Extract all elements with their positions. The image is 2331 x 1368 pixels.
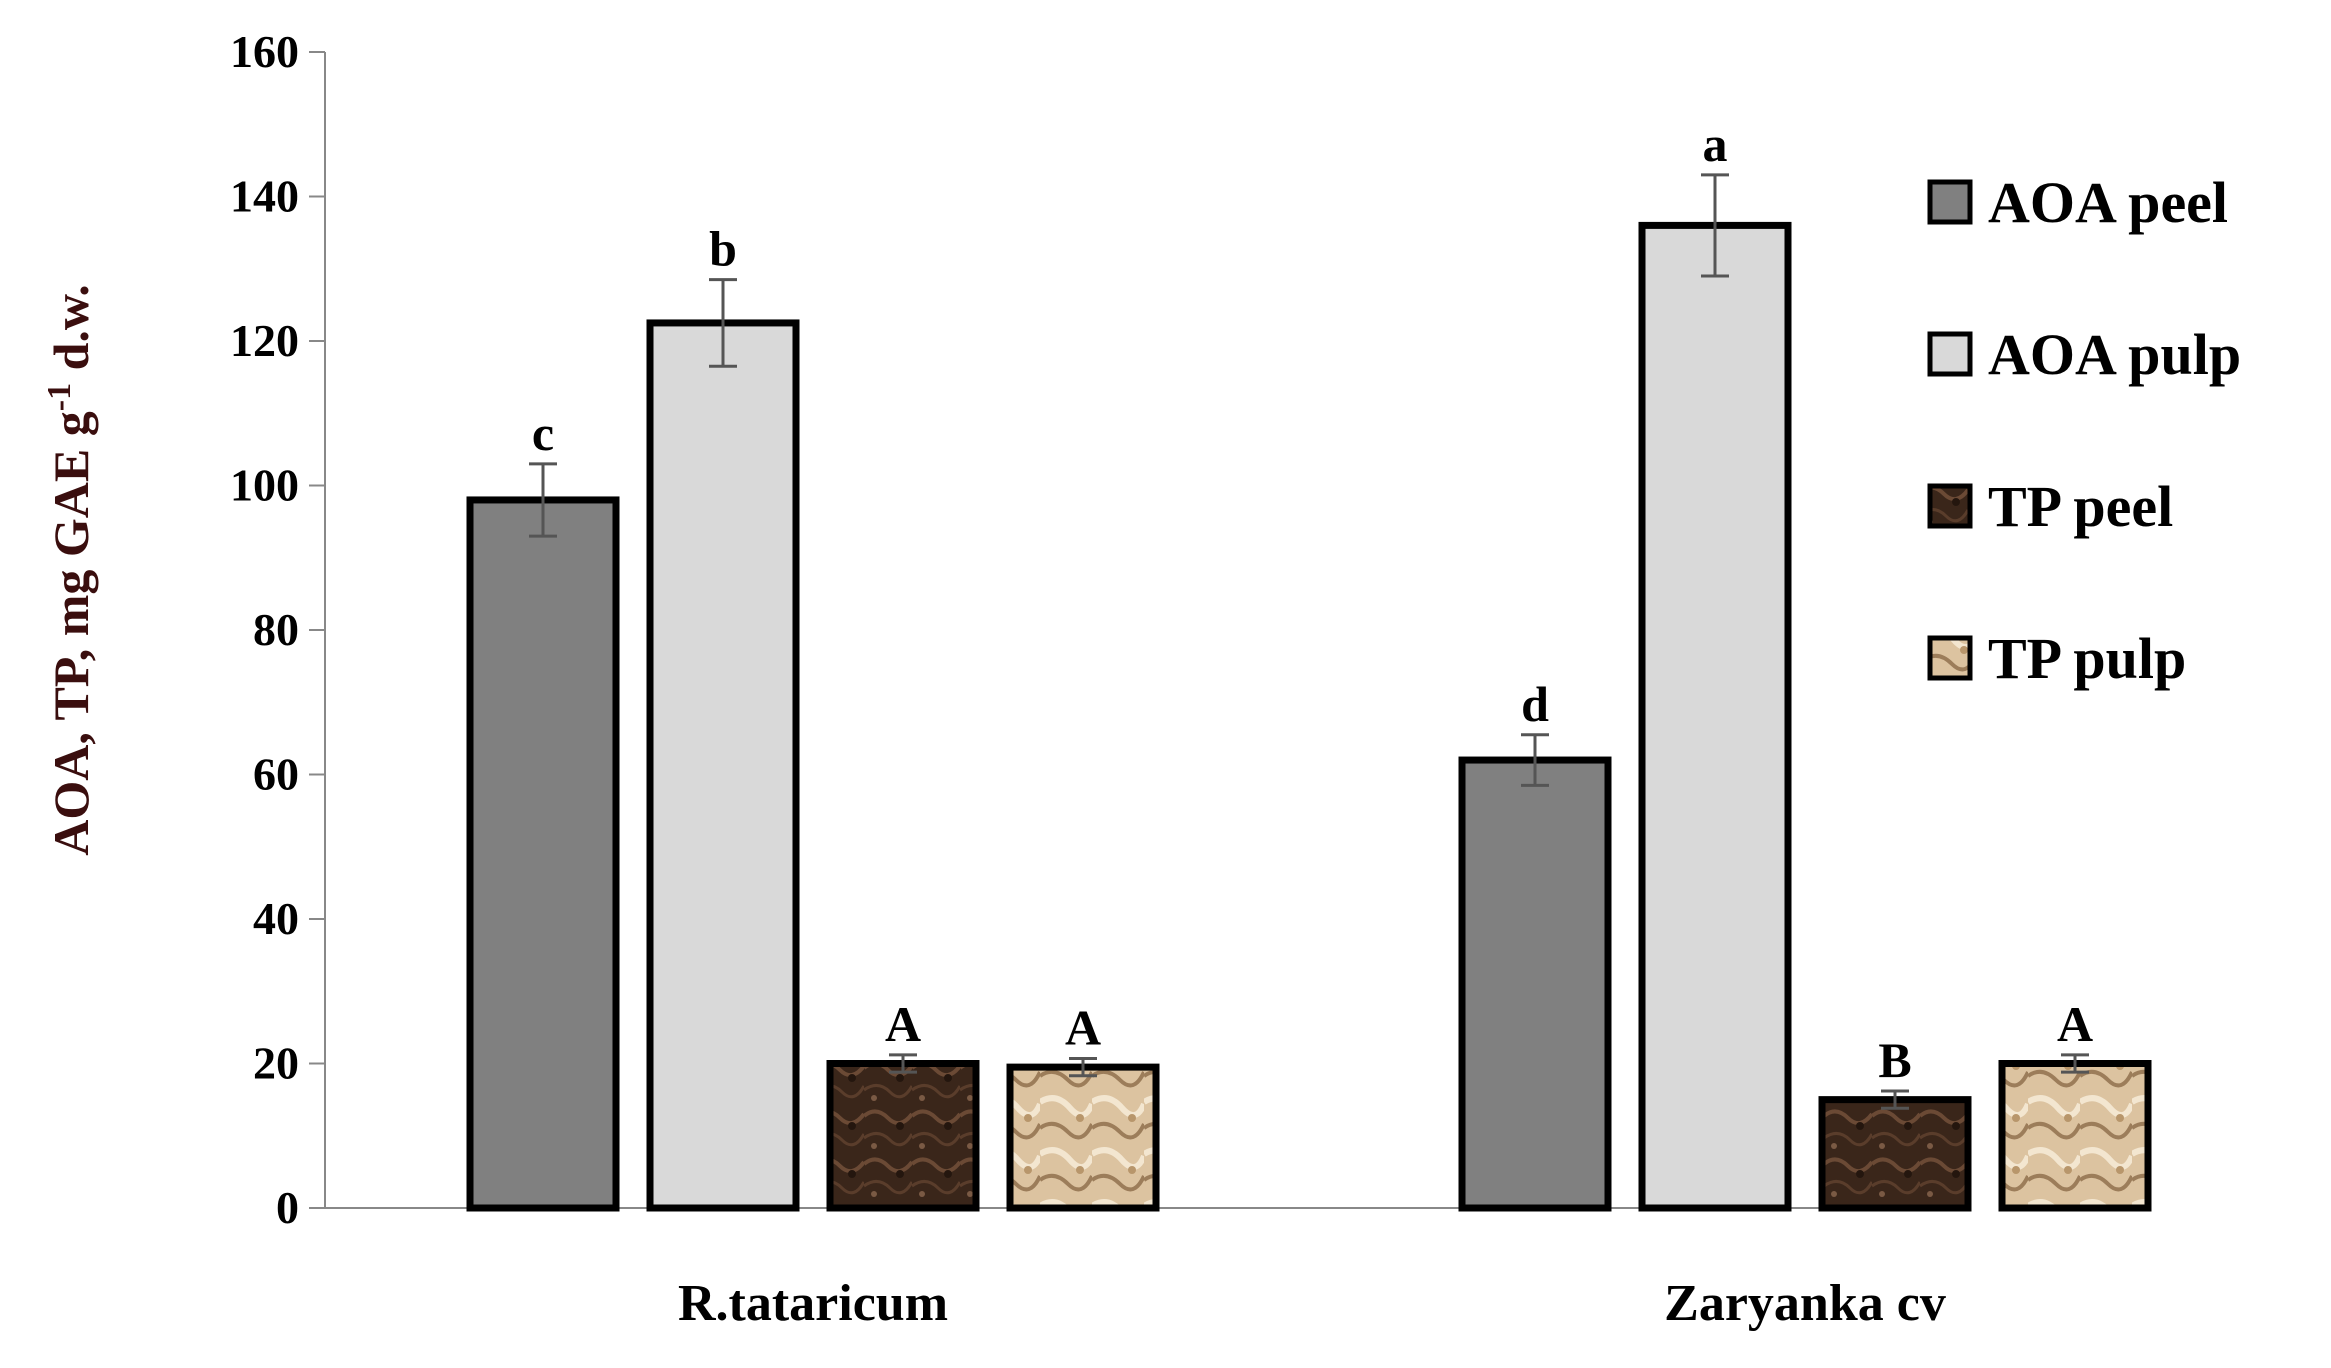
error-bars: [529, 173, 2089, 1110]
y-axis-title-main: AOA, TP, mg GAE g: [43, 411, 99, 856]
y-tick-label: 80: [253, 604, 299, 655]
legend-swatch: [1927, 179, 1973, 225]
bar: [1818, 1096, 1972, 1212]
y-tick-label: 100: [230, 460, 299, 511]
bar: [826, 1060, 980, 1212]
y-tick-label: 0: [276, 1182, 299, 1233]
legend-swatch: [1927, 331, 1973, 377]
category-label: R.tataricum: [678, 1275, 948, 1332]
legend-label: TP pulp: [1988, 626, 2186, 691]
significance-letter: d: [1521, 676, 1549, 732]
legend: AOA peel AOA pulp TP peel TP pulp: [1927, 170, 2241, 691]
axes: 0 20 40 60 80 100 120 140 160: [230, 26, 1880, 1233]
y-tick-label: 20: [253, 1038, 299, 1089]
y-axis-title-superscript: -1: [41, 383, 78, 411]
significance-letter: c: [532, 405, 554, 461]
legend-label: AOA peel: [1988, 170, 2228, 235]
bar: [1638, 221, 1792, 1212]
bar: [1006, 1063, 1160, 1212]
legend-label: AOA pulp: [1988, 322, 2241, 387]
legend-swatch: [1927, 483, 1973, 529]
category-labels: R.tataricum Zaryanka cv: [678, 1275, 1946, 1332]
y-axis-title: AOA, TP, mg GAE g-1 d.w.: [41, 284, 99, 856]
bar: [646, 319, 800, 1212]
bar: [1458, 756, 1612, 1212]
y-tick-label: 120: [230, 315, 299, 366]
legend-swatch: [1927, 635, 1973, 681]
category-label: Zaryanka cv: [1664, 1275, 1946, 1332]
y-tick-label: 60: [253, 749, 299, 800]
y-axis-title-group: AOA, TP, mg GAE g-1 d.w.: [41, 284, 99, 856]
significance-letter: a: [1703, 116, 1728, 172]
significance-letter: b: [709, 221, 737, 277]
y-tick-label: 140: [230, 171, 299, 222]
significance-letter: B: [1878, 1032, 1911, 1088]
legend-label: TP peel: [1988, 474, 2173, 539]
y-axis-title-suffix: d.w.: [43, 284, 99, 383]
significance-letter: A: [1065, 999, 1101, 1055]
y-tick-label: 160: [230, 26, 299, 77]
bars: [466, 221, 2152, 1212]
significance-letter: A: [2057, 996, 2093, 1052]
bar: [1998, 1060, 2152, 1212]
bar: [466, 496, 620, 1212]
y-tick-label: 40: [253, 893, 299, 944]
significance-letter: A: [885, 996, 921, 1052]
significance-letters: c b A Ad a B A: [532, 116, 2093, 1088]
